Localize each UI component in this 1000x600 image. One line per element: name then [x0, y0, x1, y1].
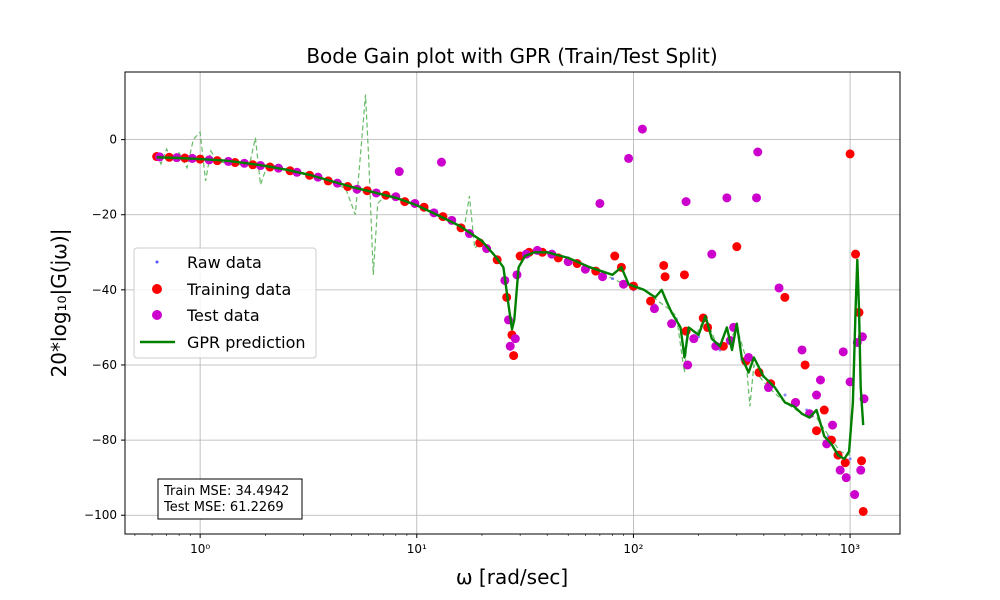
training-point: [857, 456, 867, 466]
test-point: [828, 420, 838, 430]
training-point: [732, 242, 742, 252]
test-point: [681, 197, 691, 207]
test-point: [841, 473, 851, 483]
training-point: [800, 360, 810, 370]
legend-raw-label: Raw data: [187, 253, 262, 272]
x-tick-label: 10³: [840, 542, 860, 556]
test-point: [856, 465, 866, 475]
legend-raw-marker: [155, 260, 159, 264]
training-point: [840, 458, 850, 468]
test-point: [707, 249, 717, 259]
x-tick-label: 10²: [623, 542, 643, 556]
test-point: [815, 375, 825, 385]
test-point: [436, 157, 446, 167]
raw-point: [848, 457, 852, 461]
test-point: [752, 193, 762, 203]
y-tick-label: 0: [109, 133, 117, 147]
test-data-series: [155, 124, 869, 500]
legend-gpr-label: GPR prediction: [187, 333, 306, 352]
test-point: [649, 304, 659, 314]
y-tick-label: −100: [84, 508, 117, 522]
test-point: [624, 153, 634, 163]
raw-point: [610, 277, 614, 281]
x-axis-label: ω [rad/sec]: [456, 565, 568, 589]
legend-test-label: Test data: [186, 306, 260, 325]
raw-point: [783, 393, 787, 397]
x-tick-label: 10⁰: [190, 542, 210, 556]
y-tick-label: −60: [92, 358, 117, 372]
test-point: [689, 334, 699, 344]
chart-title: Bode Gain plot with GPR (Train/Test Spli…: [306, 44, 717, 68]
y-tick-label: −40: [92, 283, 117, 297]
plot-frame: [124, 71, 901, 535]
mse-box-frame: [157, 478, 303, 520]
test-point: [744, 352, 754, 362]
training-point: [845, 149, 855, 159]
legend-test-marker: [152, 310, 162, 320]
training-point: [659, 260, 669, 270]
test-mse-text: Test MSE: 61.2269: [163, 500, 284, 515]
y-axis-label: 20*log₁₀|G(jω)|: [47, 229, 71, 378]
gpr-line: [156, 156, 865, 461]
training-point: [646, 296, 656, 306]
test-point: [683, 360, 693, 370]
test-point: [510, 334, 520, 344]
x-axis-ticks: 10⁰ 10¹ 10² 10³: [134, 534, 860, 556]
mse-annotation: Train MSE: 34.4942 Test MSE: 61.2269: [157, 478, 303, 520]
x-tick-label: 10¹: [407, 542, 427, 556]
legend-frame: [133, 247, 317, 359]
training-point: [780, 292, 790, 302]
test-point: [722, 193, 732, 203]
grid: [125, 72, 900, 534]
test-point: [598, 272, 608, 282]
test-point: [797, 345, 807, 355]
test-point: [850, 490, 860, 500]
training-point: [812, 426, 822, 436]
y-axis-ticks: 0 −20 −40 −60 −80 −100: [84, 133, 125, 522]
training-point: [610, 251, 620, 261]
test-point: [637, 124, 647, 134]
test-point: [812, 390, 822, 400]
legend-training-label: Training data: [186, 280, 291, 299]
test-point: [505, 341, 515, 351]
y-tick-label: −20: [92, 208, 117, 222]
test-point: [482, 244, 492, 254]
test-point: [667, 319, 677, 329]
test-point: [838, 347, 848, 357]
training-point: [858, 506, 868, 516]
training-point: [679, 270, 689, 280]
training-point: [819, 405, 829, 415]
test-point: [753, 147, 763, 157]
test-point: [835, 465, 845, 475]
legend: Raw data Training data Test data GPR pre…: [133, 247, 317, 359]
train-mse-text: Train MSE: 34.4942: [163, 484, 289, 499]
test-point: [394, 167, 404, 177]
legend-training-marker: [152, 284, 162, 294]
test-point: [619, 279, 629, 289]
training-point: [851, 249, 861, 259]
y-tick-label: −80: [92, 433, 117, 447]
test-point: [774, 283, 784, 293]
gpr-prediction-series: [156, 156, 865, 461]
test-point: [595, 198, 605, 208]
test-point: [763, 383, 773, 393]
training-point: [509, 351, 519, 361]
training-point: [660, 272, 670, 282]
